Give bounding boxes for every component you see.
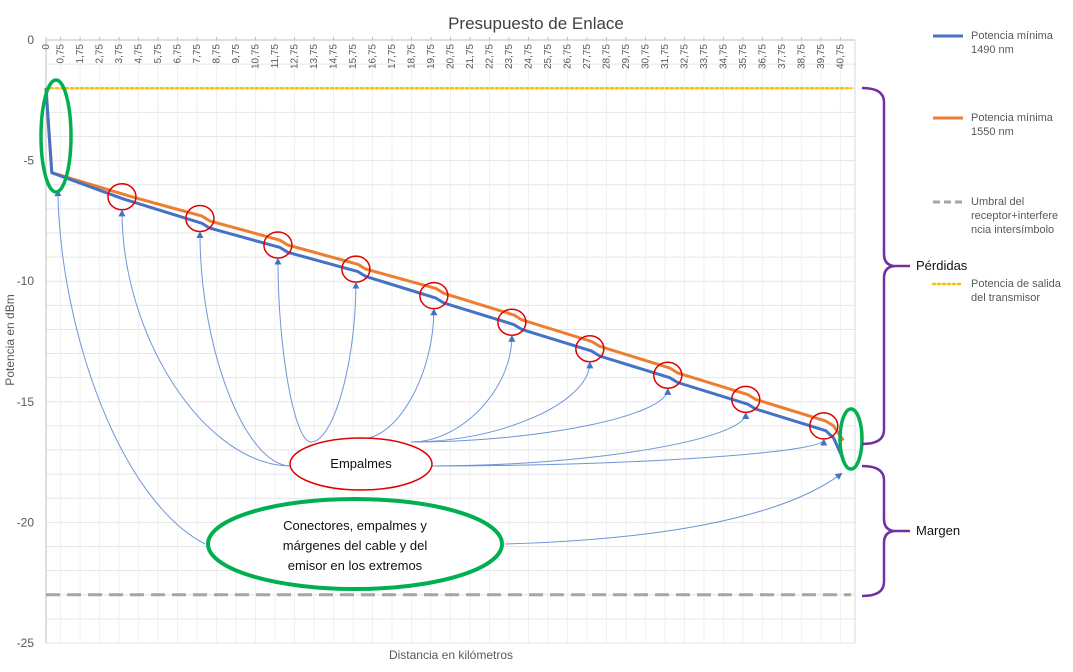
x-tick-label: 24,75 bbox=[523, 44, 534, 69]
splice-arrow bbox=[360, 308, 438, 440]
splices-ellipse bbox=[289, 437, 433, 491]
y-tick-label: -10 bbox=[17, 274, 35, 288]
x-tick-label: 2,75 bbox=[95, 44, 106, 64]
x-tick-label: 31,75 bbox=[660, 44, 671, 69]
x-tick-label: 26,75 bbox=[562, 44, 573, 69]
x-tick-label: 36,75 bbox=[757, 44, 768, 69]
legend-entry-text: Potencia de salida bbox=[971, 278, 1062, 290]
x-tick-label: 18,75 bbox=[407, 44, 418, 69]
x-tick-label: 17,75 bbox=[387, 44, 398, 69]
connectors-label-line: márgenes del cable y del bbox=[283, 538, 428, 553]
legend-entry-text: 1550 nm bbox=[971, 126, 1014, 138]
x-tick-label: 38,75 bbox=[796, 44, 807, 69]
connector-arrow-left bbox=[54, 189, 206, 545]
legend-entry-text: del transmisor bbox=[971, 292, 1040, 304]
x-tick-label: 8,75 bbox=[212, 44, 223, 64]
splice-arrow bbox=[410, 387, 672, 443]
x-tick-label: 25,75 bbox=[543, 44, 554, 69]
splice-arrow bbox=[274, 257, 312, 443]
x-tick-label: 6,75 bbox=[173, 44, 184, 64]
x-tick-label: 3,75 bbox=[114, 44, 125, 64]
legend-entry-text: ncia intersímbolo bbox=[971, 224, 1054, 236]
connectors-label-line: emisor en los extremos bbox=[288, 558, 423, 573]
x-tick-label: 13,75 bbox=[309, 44, 320, 69]
x-tick-label: 30,75 bbox=[640, 44, 651, 69]
connectors-label-line: Conectores, empalmes y bbox=[283, 518, 427, 533]
x-tick-label: 14,75 bbox=[329, 44, 340, 69]
x-tick-label: 21,75 bbox=[465, 44, 476, 69]
y-tick-label: -20 bbox=[17, 515, 35, 529]
x-tick-label: 40,75 bbox=[835, 44, 846, 69]
x-tick-label: 1,75 bbox=[75, 44, 86, 64]
x-axis-label: Distancia en kilómetros bbox=[389, 648, 513, 662]
x-tick-label: 12,75 bbox=[290, 44, 301, 69]
end-green-oval bbox=[838, 407, 864, 471]
x-tick-label: 4,75 bbox=[134, 44, 145, 64]
y-tick-label: -15 bbox=[17, 395, 35, 409]
margin-label: Margen bbox=[916, 523, 960, 538]
splice-arrow bbox=[118, 209, 292, 467]
legend-entry-text: Umbral del bbox=[971, 196, 1024, 208]
y-tick-label: -5 bbox=[23, 154, 34, 168]
legend-entry-text: 1490 nm bbox=[971, 44, 1014, 56]
x-tick-label: 16,75 bbox=[368, 44, 379, 69]
y-tick-label: 0 bbox=[27, 33, 34, 47]
connector-arrow-right bbox=[504, 472, 843, 545]
splice-arrow bbox=[430, 438, 828, 467]
start-green-oval bbox=[39, 78, 73, 194]
x-tick-label: 9,75 bbox=[231, 44, 242, 64]
x-tick-label: 11,75 bbox=[270, 44, 281, 69]
x-tick-label: 32,75 bbox=[679, 44, 690, 69]
splice-arrow bbox=[196, 231, 292, 467]
x-tick-labels: 0 0,75 1,75 2,75 3,75 4,75 5,75 6,75 7,75 8,75 9,7… bbox=[41, 37, 846, 69]
splice-arrow bbox=[310, 281, 360, 443]
x-tick-label: 0,75 bbox=[56, 44, 67, 64]
y-tick-labels: 0 -5 -10 -15 -20 -25 bbox=[17, 33, 35, 650]
x-tick-label: 29,75 bbox=[621, 44, 632, 69]
x-tick-label: 19,75 bbox=[426, 44, 437, 69]
splice-arrow bbox=[410, 361, 594, 443]
legend-entry-text: Potencia mínima bbox=[971, 112, 1054, 124]
x-tick-label: 34,75 bbox=[718, 44, 729, 69]
legend-entry-text: Potencia mínima bbox=[971, 30, 1054, 42]
series-line-1 bbox=[44, 88, 845, 461]
x-tick-label: 27,75 bbox=[582, 44, 593, 69]
splice-arrow bbox=[430, 411, 750, 467]
y-axis-label: Potencia en dBm bbox=[3, 294, 17, 385]
splice-arrow bbox=[410, 334, 516, 443]
annotations: Empalmes Conectores, empalmes y márgenes d… bbox=[39, 78, 968, 598]
chart-title: Presupuesto de Enlace bbox=[448, 14, 624, 33]
x-tick-label: 7,75 bbox=[192, 44, 203, 64]
y-tick-label: -25 bbox=[17, 636, 35, 650]
x-tick-label: 33,75 bbox=[699, 44, 710, 69]
x-tick-label: 15,75 bbox=[348, 44, 359, 69]
losses-label: Pérdidas bbox=[916, 258, 968, 273]
x-tick-label: 22,75 bbox=[484, 44, 495, 69]
x-tick-label: 35,75 bbox=[738, 44, 749, 69]
connectors-ellipse bbox=[206, 497, 504, 591]
series-line-2 bbox=[44, 88, 845, 442]
legend: Potencia mínima 1490 nm Potencia mínima 155… bbox=[931, 30, 1062, 304]
x-tick-label: 10,75 bbox=[251, 44, 262, 69]
x-tick-label: 23,75 bbox=[504, 44, 515, 69]
x-tick-label: 28,75 bbox=[601, 44, 612, 69]
splices-label: Empalmes bbox=[330, 456, 392, 471]
series-lines bbox=[44, 86, 853, 597]
x-tick-label: 37,75 bbox=[777, 44, 788, 69]
x-tick-label: 5,75 bbox=[153, 44, 164, 64]
legend-entry-text: receptor+interfere bbox=[971, 210, 1058, 222]
x-tick-label: 0 bbox=[41, 44, 52, 50]
x-tick-label: 20,75 bbox=[446, 44, 457, 69]
x-tick-label: 39,75 bbox=[816, 44, 827, 69]
